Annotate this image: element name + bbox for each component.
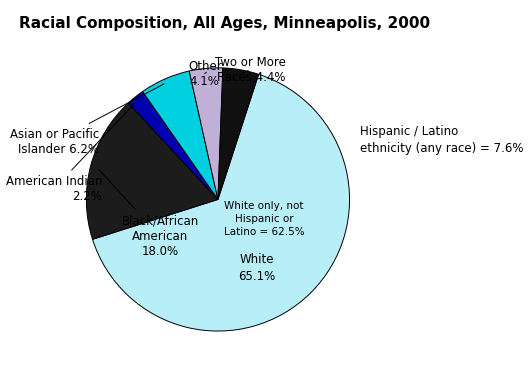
Text: Black/African
American
18.0%: Black/African American 18.0%: [99, 170, 199, 258]
Wedge shape: [92, 74, 350, 331]
Title: Racial Composition, All Ages, Minneapolis, 2000: Racial Composition, All Ages, Minneapoli…: [19, 16, 430, 31]
Wedge shape: [189, 68, 223, 200]
Wedge shape: [218, 68, 259, 200]
Wedge shape: [143, 71, 218, 200]
Wedge shape: [128, 91, 218, 200]
Text: Hispanic / Latino
ethnicity (any race) = 7.6%: Hispanic / Latino ethnicity (any race) =…: [360, 125, 524, 155]
Text: Two or More
Races 4.4%: Two or More Races 4.4%: [215, 56, 286, 84]
Text: Other
4.1%: Other 4.1%: [188, 60, 222, 88]
Text: White only, not
Hispanic or
Latino = 62.5%: White only, not Hispanic or Latino = 62.…: [223, 201, 304, 237]
Text: White
65.1%: White 65.1%: [239, 253, 276, 283]
Wedge shape: [86, 103, 218, 239]
Text: Asian or Pacific
Islander 6.2%: Asian or Pacific Islander 6.2%: [10, 84, 164, 156]
Text: American Indian
2.2%: American Indian 2.2%: [6, 102, 136, 203]
